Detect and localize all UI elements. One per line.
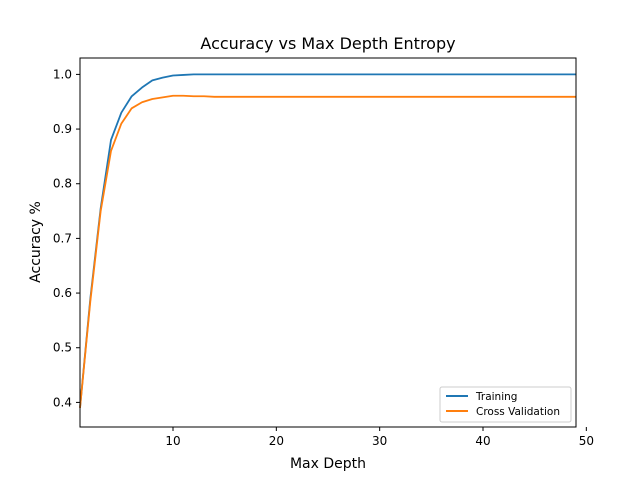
y-axis: 0.4 0.5 0.6 0.7 0.8 0.9 1.0 <box>53 67 80 409</box>
series-line-training <box>79 73 576 408</box>
x-tick-label: 10 <box>165 434 180 448</box>
legend: Training Cross Validation <box>439 386 572 423</box>
legend-label-training: Training <box>475 391 517 403</box>
x-axis-label: Max Depth <box>290 456 366 472</box>
x-tick-label: 20 <box>269 434 284 448</box>
chart-title: Accuracy vs Max Depth Entropy <box>200 34 455 53</box>
x-tick-label: 30 <box>372 434 387 448</box>
plot-area <box>79 73 576 408</box>
plot-frame <box>79 57 577 428</box>
y-tick-label: 0.7 <box>53 231 72 245</box>
y-tick-label: 0.6 <box>53 286 72 300</box>
x-tick-label: 50 <box>579 434 594 448</box>
legend-label-cross-validation: Cross Validation <box>476 406 560 418</box>
y-tick-label: 0.4 <box>53 395 72 409</box>
x-axis: 10 20 30 40 50 <box>165 427 594 448</box>
x-tick-label: 40 <box>475 434 490 448</box>
y-axis-label: Accuracy % <box>28 201 44 283</box>
y-tick-label: 0.8 <box>53 177 72 191</box>
legend-box <box>439 386 572 423</box>
y-tick-label: 0.9 <box>53 122 72 136</box>
series-line-cross-validation <box>79 94 576 408</box>
y-tick-label: 1.0 <box>53 67 72 81</box>
y-tick-label: 0.5 <box>53 341 72 355</box>
